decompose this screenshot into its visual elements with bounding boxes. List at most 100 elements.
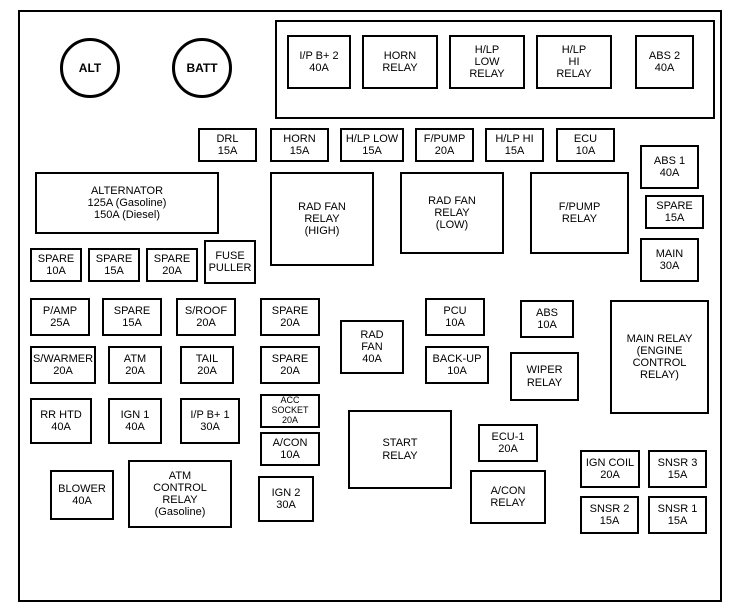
- label-line: RELAY: [382, 450, 417, 462]
- label-line: ECU-1: [491, 431, 524, 443]
- label-line: RELAY: [556, 68, 591, 80]
- atm: ATM20A: [108, 346, 162, 384]
- alt-circle: ALT: [60, 38, 120, 98]
- label-line: FAN: [361, 341, 382, 353]
- label-line: 40A: [309, 62, 329, 74]
- label-line: RELAY: [527, 377, 562, 389]
- main-30a: MAIN30A: [640, 238, 699, 282]
- label-line: IGN 1: [121, 409, 150, 421]
- label-line: 15A: [122, 317, 142, 329]
- label-line: 10A: [280, 449, 300, 461]
- label-line: 10A: [537, 319, 557, 331]
- label-line: F/PUMP: [424, 133, 466, 145]
- label-line: 30A: [660, 260, 680, 272]
- label-line: 15A: [104, 265, 124, 277]
- ecu: ECU10A: [556, 128, 615, 162]
- label-line: DRL: [216, 133, 238, 145]
- label-line: 15A: [290, 145, 310, 157]
- label-line: 150A (Diesel): [94, 209, 160, 221]
- label-line: 40A: [125, 421, 145, 433]
- label-line: HORN: [384, 50, 416, 62]
- rad-fan-low: RAD FANRELAY(LOW): [400, 172, 504, 254]
- label-line: 20A: [125, 365, 145, 377]
- spare-20a-c: SPARE20A: [260, 346, 320, 384]
- hlp-low: H/LP LOW15A: [340, 128, 404, 162]
- label-line: 10A: [447, 365, 467, 377]
- label-line: TAIL: [196, 353, 218, 365]
- label-line: 20A: [197, 365, 217, 377]
- label-line: SNSR 2: [590, 503, 630, 515]
- batt-circle: BATT: [172, 38, 232, 98]
- label-line: I/P B+ 2: [299, 50, 338, 62]
- label-line: ABS 1: [654, 155, 685, 167]
- label-line: 10A: [445, 317, 465, 329]
- label-line: 15A: [218, 145, 238, 157]
- spare15a: SPARE15A: [88, 248, 140, 282]
- label-line: HI: [569, 56, 580, 68]
- label-line: 25A: [50, 317, 70, 329]
- label-line: ATM: [124, 353, 146, 365]
- abs1: ABS 140A: [640, 145, 699, 189]
- label-line: BLOWER: [58, 483, 106, 495]
- label-line: 20A: [600, 469, 620, 481]
- label-line: SPARE: [272, 305, 308, 317]
- atm-control: ATMCONTROLRELAY(Gasoline): [128, 460, 232, 528]
- spare10a: SPARE10A: [30, 248, 82, 282]
- label-line: ALTERNATOR: [91, 185, 163, 197]
- fpump-relay: F/PUMPRELAY: [530, 172, 629, 254]
- blower: BLOWER40A: [50, 470, 114, 520]
- label-line: SPARE: [656, 200, 692, 212]
- label-line: 20A: [196, 317, 216, 329]
- label-line: (HIGH): [305, 225, 340, 237]
- snsr1: SNSR 115A: [648, 496, 707, 534]
- label-line: HORN: [283, 133, 315, 145]
- tail: TAIL20A: [180, 346, 234, 384]
- snsr2: SNSR 215A: [580, 496, 639, 534]
- hlp-hi-relay: H/LPHIRELAY: [536, 35, 612, 89]
- label-line: LOW: [474, 56, 499, 68]
- drl: DRL15A: [198, 128, 257, 162]
- label-line: RAD: [360, 329, 383, 341]
- label-line: 20A: [162, 265, 182, 277]
- label-line: MAIN RELAY: [627, 333, 693, 345]
- abs2: ABS 240A: [635, 35, 694, 89]
- label-line: H/LP HI: [495, 133, 533, 145]
- label-line: SNSR 1: [658, 503, 698, 515]
- label-line: A/CON: [273, 437, 308, 449]
- label-line: ABS 2: [649, 50, 680, 62]
- label-line: (Gasoline): [155, 506, 206, 518]
- swarmer: S/WARMER20A: [30, 346, 96, 384]
- label-line: (LOW): [436, 219, 468, 231]
- label-line: IGN COIL: [586, 457, 634, 469]
- label-line: RELAY: [162, 494, 197, 506]
- acon-relay: A/CONRELAY: [470, 470, 546, 524]
- label-line: RAD FAN: [428, 195, 476, 207]
- label-line: P/AMP: [43, 305, 77, 317]
- label-line: 15A: [668, 469, 688, 481]
- label-line: 15A: [665, 212, 685, 224]
- label-line: 20A: [435, 145, 455, 157]
- pcu: PCU10A: [425, 298, 485, 336]
- label-line: S/WARMER: [33, 353, 93, 365]
- hlp-hi: H/LP HI15A: [485, 128, 544, 162]
- acc-socket: ACCSOCKET20A: [260, 394, 320, 428]
- abs-10a: ABS10A: [520, 300, 574, 338]
- label-line: SPARE: [96, 253, 132, 265]
- label-line: 40A: [655, 62, 675, 74]
- main-relay: MAIN RELAY(ENGINECONTROLRELAY): [610, 300, 709, 414]
- label-line: S/ROOF: [185, 305, 227, 317]
- label-line: 40A: [51, 421, 71, 433]
- label-line: PULLER: [209, 262, 252, 274]
- pamp: P/AMP25A: [30, 298, 90, 336]
- ecu1: ECU-120A: [478, 424, 538, 462]
- label-line: 20A: [280, 317, 300, 329]
- ip-b1: I/P B+ 130A: [180, 398, 240, 444]
- ign1: IGN 140A: [108, 398, 162, 444]
- backup: BACK-UP10A: [425, 346, 489, 384]
- label-line: SPARE: [38, 253, 74, 265]
- horn: HORN15A: [270, 128, 329, 162]
- label-line: ABS: [536, 307, 558, 319]
- label-line: IGN 2: [272, 487, 301, 499]
- label-line: 10A: [46, 265, 66, 277]
- label-line: (ENGINE: [637, 345, 683, 357]
